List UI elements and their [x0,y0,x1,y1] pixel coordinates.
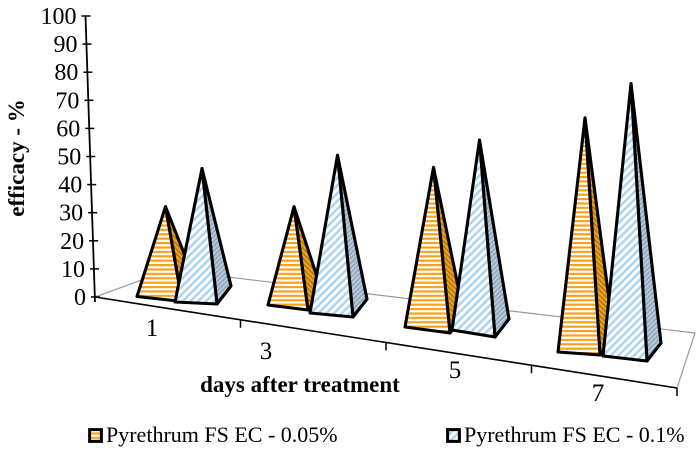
legend-label-series2: Pyrethrum FS EC - 0.1% [464,422,685,447]
pyramid-series [135,82,663,363]
pyramid-s2-day5-front-face [450,138,497,339]
pyramid-s1-day5-front-face [403,165,452,335]
y-tick-label: 0 [74,285,86,311]
pyramid-s2-day1-front-face [173,167,219,306]
legend-marker-series2-icon [446,427,461,443]
y-tick-label: 60 [56,116,80,142]
y-tick-label: 90 [53,32,77,58]
y-tick-label: 50 [57,145,81,171]
legend-entry-series2: Pyrethrum FS EC - 0.1% [446,424,685,446]
pyramid-s1-day1-front-face [135,205,184,304]
x-tick-label: 3 [260,338,273,365]
y-axis-title: efficacy - % [4,99,29,217]
pyramid-s2-day3-front-face [308,153,355,319]
y-tick-label: 40 [58,173,82,199]
y-axis-line [84,15,96,303]
y-tick-label: 20 [60,229,84,255]
legend-marker-series1-icon [88,427,103,443]
x-tick-label: 1 [146,315,159,342]
x-tick-label: 7 [592,380,605,407]
pyramid-s2-day7-front-face [601,82,649,363]
y-tick-label: 10 [61,257,85,283]
pyramid-s1-day7-front-face [556,116,602,357]
x-tick-label: 5 [449,357,462,384]
y-tick-label: 80 [54,60,78,86]
y-tick-label: 100 [41,4,77,30]
pyramid-s1-day3-front-face [266,205,310,312]
x-axis-title: days after treatment [200,372,400,397]
y-tick-label: 30 [59,201,83,227]
y-tick-label: 70 [55,88,79,114]
legend-label-series1: Pyrethrum FS EC - 0.05% [106,422,338,447]
legend-entry-series1: Pyrethrum FS EC - 0.05% [88,424,338,446]
